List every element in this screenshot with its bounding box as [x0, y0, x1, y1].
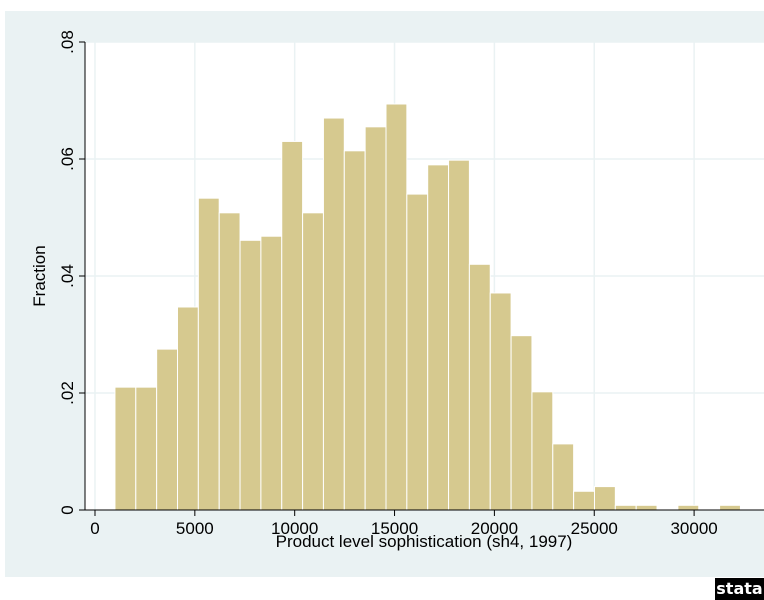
- chart-panel: 0 5000 10000 15000 20000 25000 30000 0 .02 .04 .06…: [5, 11, 764, 577]
- histogram-bar: [552, 443, 575, 511]
- y-tick-label: .08: [58, 30, 77, 54]
- histogram-bar: [406, 193, 429, 511]
- histogram-bar: [322, 117, 345, 511]
- histogram-bar: [719, 504, 741, 511]
- histogram-bar: [302, 212, 324, 511]
- histogram-bar: [385, 103, 408, 511]
- histogram-bar: [427, 164, 450, 511]
- x-axis-title: Product level sophistication (sh4, 1997): [276, 532, 573, 551]
- histogram-bar: [156, 348, 179, 511]
- x-tick-label: 5000: [176, 519, 214, 538]
- histogram-bar: [614, 504, 637, 511]
- histogram-bar: [260, 235, 283, 511]
- y-axis-title: Fraction: [30, 245, 49, 306]
- histogram-bar: [135, 386, 158, 511]
- histogram-bar: [468, 263, 491, 511]
- y-tick-label: 0: [58, 505, 77, 514]
- histogram-bar: [448, 159, 470, 511]
- histogram-bar: [573, 490, 595, 511]
- histogram-bar: [177, 306, 199, 511]
- y-tick-label: .04: [58, 264, 77, 288]
- histogram-chart: 0 5000 10000 15000 20000 25000 30000 0 .02 .04 .06…: [30, 30, 764, 551]
- x-tick-label: 20000: [471, 519, 518, 538]
- histogram-bar: [218, 212, 241, 511]
- histogram-bar: [677, 504, 700, 511]
- y-tick-label: .02: [58, 381, 77, 405]
- histogram-bar: [531, 391, 554, 511]
- histogram-bar: [364, 126, 387, 511]
- histogram-bar: [489, 292, 512, 511]
- histogram-bar: [593, 486, 616, 511]
- x-tick-label: 10000: [271, 519, 318, 538]
- histogram-bar: [239, 239, 262, 511]
- histogram-bar: [197, 197, 220, 511]
- stata-logo: stata: [715, 578, 764, 600]
- x-tick-label: 0: [90, 519, 99, 538]
- histogram-bar: [510, 335, 533, 511]
- y-tick-label: .06: [58, 147, 77, 171]
- x-tick-label: 15000: [371, 519, 418, 538]
- histogram-bar: [281, 140, 304, 511]
- histogram-bar: [114, 386, 137, 511]
- histogram-bar: [635, 504, 658, 511]
- x-tick-label: 25000: [571, 519, 618, 538]
- axis-ticks: 0 5000 10000 15000 20000 25000 30000 0 .02 .04 .06…: [58, 30, 718, 538]
- x-tick-label: 30000: [670, 519, 717, 538]
- histogram-bar: [343, 150, 366, 511]
